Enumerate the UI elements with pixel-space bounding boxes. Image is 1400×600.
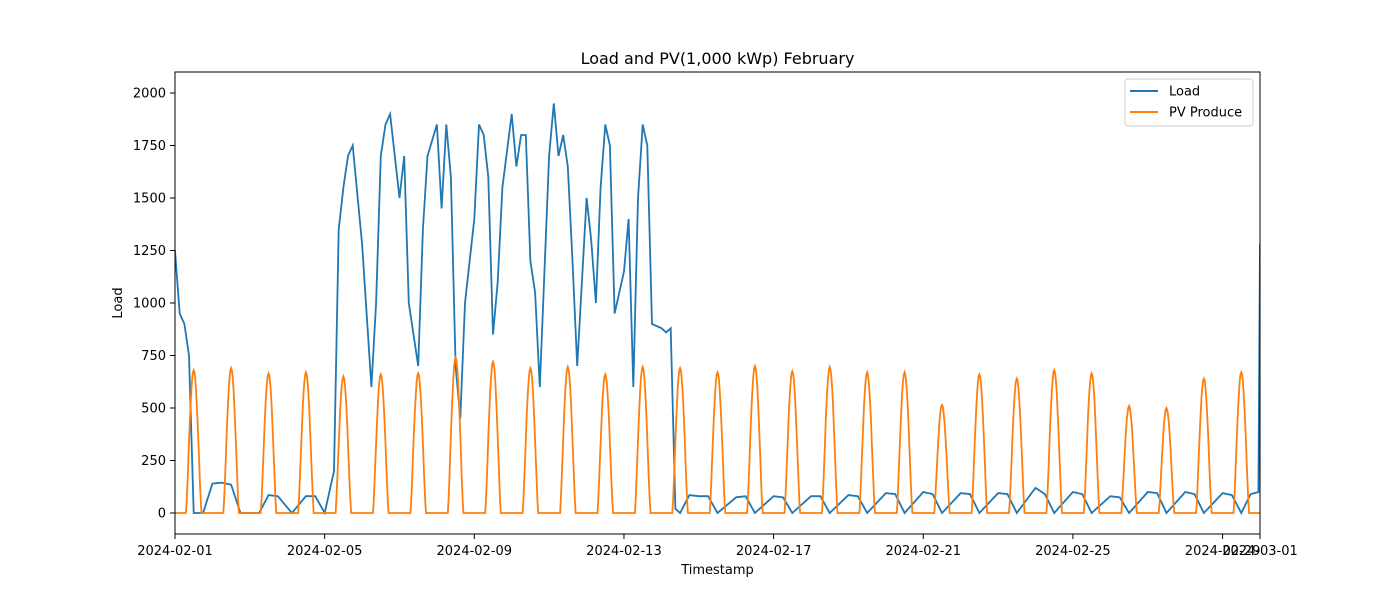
x-tick-label: 2024-02-21 xyxy=(885,544,961,559)
y-tick-label: 1250 xyxy=(133,244,166,259)
x-tick-label: 2024-02-05 xyxy=(287,544,363,559)
x-tick-label: 2024-02-29 xyxy=(1185,544,1261,559)
x-tick-label: 2024-02-17 xyxy=(736,544,812,559)
x-tick-label: 2024-02-25 xyxy=(1035,544,1111,559)
x-tick-label: 2024-02-01 xyxy=(137,544,213,559)
x-tick-label: 2024-03-01 xyxy=(1222,544,1298,559)
chart-title: Load and PV(1,000 kWp) February xyxy=(581,49,855,68)
y-tick-label: 500 xyxy=(141,402,166,417)
x-tick-label: 2024-02-13 xyxy=(586,544,662,559)
x-axis: 2024-02-01 2024-02-05 2024-02-09 2024-02-13… xyxy=(137,534,1298,559)
legend-label: Load xyxy=(1169,85,1200,100)
y-axis: 0 250 500 750 1000 1250 1500 1750 2000 xyxy=(133,87,175,522)
y-tick-label: 750 xyxy=(141,349,166,364)
y-tick-label: 2000 xyxy=(133,87,166,102)
legend-label: PV Produce xyxy=(1169,106,1242,121)
y-tick-label: 1750 xyxy=(133,139,166,154)
legend: Load PV Produce xyxy=(1124,78,1254,127)
x-axis-label: Timestamp xyxy=(680,563,754,578)
y-axis-label: Load xyxy=(111,287,126,318)
x-tick-label: 2024-02-09 xyxy=(437,544,513,559)
y-tick-label: 0 xyxy=(158,507,166,522)
y-tick-label: 1000 xyxy=(133,297,166,312)
series-line-pv-produce xyxy=(175,354,1260,514)
y-tick-label: 250 xyxy=(141,454,166,469)
plot-area xyxy=(174,71,1261,535)
y-tick-label: 1500 xyxy=(133,192,166,207)
